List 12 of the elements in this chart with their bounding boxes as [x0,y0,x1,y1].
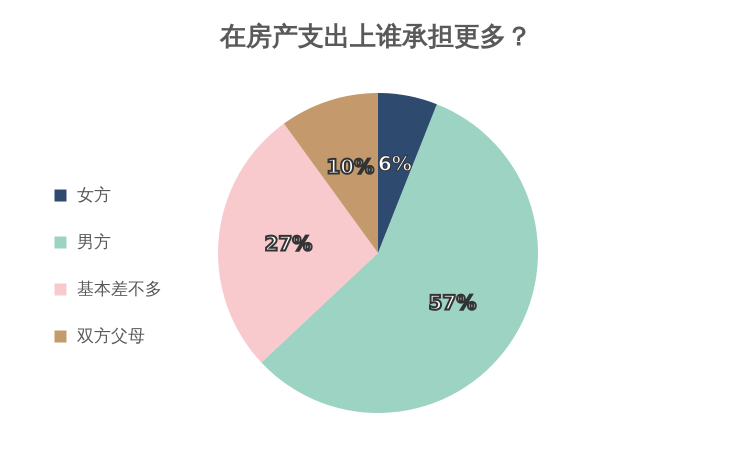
legend-label: 女方 [77,186,111,206]
data-label: 57% [428,290,476,315]
pie-slice [378,93,437,253]
pie-slice [218,124,378,363]
legend-label: 双方父母 [77,326,145,346]
chart-title: 在房产支出上谁承担更多？ [219,22,532,52]
data-label: 10% [326,154,374,178]
data-label: 6% [378,152,412,176]
data-label: 27% [264,232,312,256]
legend-label: 基本差不多 [77,280,162,300]
pie-slice [261,104,538,413]
legend-label: 男方 [77,232,111,252]
